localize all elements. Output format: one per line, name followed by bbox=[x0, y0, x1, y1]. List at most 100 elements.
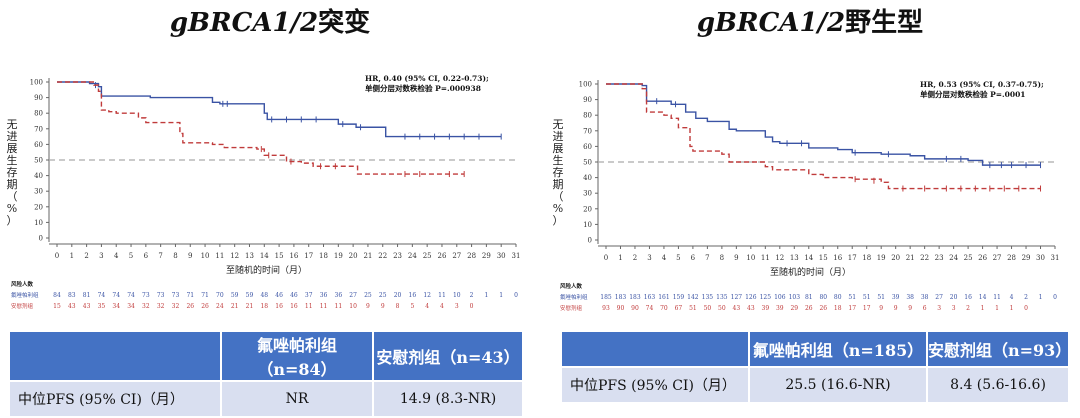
x-tick-label: 1 bbox=[70, 252, 74, 260]
risk-count: 51 bbox=[877, 294, 885, 301]
risk-count: 70 bbox=[660, 305, 668, 312]
risk-count: 32 bbox=[172, 303, 180, 310]
x-tick-label: 31 bbox=[512, 252, 521, 260]
x-tick-label: 27 bbox=[993, 254, 1002, 262]
panel-gbrca-mutant: gBRCA1/2突变 0 10 20 30 40 50 60 70 80 90 100 0 1 2 3 4 5 6… bbox=[0, 0, 540, 418]
risk-count: 26 bbox=[805, 305, 813, 312]
risk-count: 37 bbox=[305, 292, 313, 299]
risk-count: 11 bbox=[993, 294, 1001, 301]
pfs-placebo-value: 8.4 (5.6-16.6) bbox=[926, 366, 1070, 404]
y-tick-label: 70 bbox=[34, 125, 43, 133]
y-axis-label-char: ） bbox=[7, 214, 18, 227]
x-tick-label: 13 bbox=[245, 252, 254, 260]
x-tick-label: 25 bbox=[964, 254, 973, 262]
risk-count: 17 bbox=[863, 305, 871, 312]
y-tick-label: 10 bbox=[583, 221, 592, 229]
risk-count: 106 bbox=[774, 294, 786, 301]
y-tick-label: 100 bbox=[579, 81, 592, 89]
y-axis-label-char: 无 bbox=[553, 118, 564, 131]
x-tick-label: 26 bbox=[978, 254, 987, 262]
x-tick-label: 16 bbox=[833, 254, 842, 262]
x-tick-label: 19 bbox=[334, 252, 343, 260]
y-axis-label-char: 展 bbox=[7, 142, 18, 155]
risk-count: 27 bbox=[935, 294, 943, 301]
km-curve-placebo bbox=[606, 83, 1041, 190]
risk-count: 11 bbox=[320, 303, 328, 310]
risk-row-label: 氟唑帕利组 bbox=[560, 293, 588, 301]
risk-count: 21 bbox=[246, 303, 254, 310]
risk-count: 16 bbox=[964, 294, 972, 301]
risk-count: 38 bbox=[921, 294, 929, 301]
panel-gbrca-wildtype: gBRCA1/2野生型 0 10 20 30 40 50 60 70 80 90 100 0 1 2 3 4 5… bbox=[540, 0, 1080, 406]
x-tick-label: 17 bbox=[848, 254, 857, 262]
pfs-table: 氟唑帕利组（n=185） 安慰剂组（n=93） 中位PFS (95% CI)（月… bbox=[560, 330, 1071, 404]
y-tick-label: 0 bbox=[588, 237, 592, 245]
x-tick-label: 28 bbox=[1007, 254, 1016, 262]
x-tick-label: 8 bbox=[173, 252, 177, 260]
x-tick-label: 6 bbox=[691, 254, 696, 262]
y-axis-label-char: ） bbox=[553, 214, 564, 227]
y-axis-label-char: % bbox=[7, 202, 17, 215]
risk-count: 1 bbox=[1039, 294, 1043, 301]
risk-count: 9 bbox=[366, 303, 370, 310]
y-axis-label: 无进展生存期（%） bbox=[553, 118, 564, 227]
x-tick-label: 26 bbox=[438, 252, 447, 260]
risk-count: 2 bbox=[966, 305, 970, 312]
risk-count: 12 bbox=[423, 292, 431, 299]
y-axis-label-char: 生 bbox=[553, 153, 564, 167]
x-tick-label: 5 bbox=[676, 254, 680, 262]
x-tick-label: 23 bbox=[393, 252, 402, 260]
risk-count: 0 bbox=[1024, 305, 1028, 312]
y-tick-label: 40 bbox=[34, 172, 43, 180]
y-tick-label: 90 bbox=[583, 96, 592, 104]
x-tick-label: 11 bbox=[761, 254, 770, 262]
risk-count: 1 bbox=[995, 305, 999, 312]
x-tick-label: 30 bbox=[1036, 254, 1045, 262]
y-tick-label: 0 bbox=[39, 235, 43, 243]
risk-count: 18 bbox=[260, 303, 268, 310]
risk-count: 0 bbox=[470, 303, 474, 310]
x-tick-label: 21 bbox=[906, 254, 915, 262]
x-tick-label: 7 bbox=[158, 252, 162, 260]
x-tick-label: 31 bbox=[1051, 254, 1060, 262]
y-axis-label-char: 展 bbox=[553, 142, 564, 155]
pfs-header-drug: 氟唑帕利组（n=84） bbox=[220, 330, 374, 382]
pfs-table-header: 氟唑帕利组（n=84） 安慰剂组（n=43） bbox=[8, 330, 524, 382]
x-tick-label: 24 bbox=[408, 252, 417, 260]
risk-count: 74 bbox=[646, 305, 654, 312]
risk-count: 46 bbox=[275, 292, 283, 299]
x-tick-label: 28 bbox=[467, 252, 476, 260]
risk-count: 10 bbox=[453, 292, 461, 299]
risk-count: 71 bbox=[201, 292, 209, 299]
y-axis-label-char: （ bbox=[553, 190, 564, 203]
x-tick-label: 30 bbox=[497, 252, 506, 260]
risk-count: 1 bbox=[484, 292, 488, 299]
risk-count: 17 bbox=[848, 305, 856, 312]
risk-count: 1 bbox=[981, 305, 985, 312]
pfs-row-label: 中位PFS (95% CI)（月） bbox=[560, 366, 750, 404]
risk-count: 90 bbox=[631, 305, 639, 312]
risk-table-title: 风险人数 bbox=[11, 280, 34, 288]
x-tick-label: 22 bbox=[920, 254, 929, 262]
title-gene: gBRCA1/2 bbox=[696, 8, 846, 38]
risk-count: 20 bbox=[394, 292, 402, 299]
x-tick-label: 24 bbox=[949, 254, 958, 262]
pfs-header-blank bbox=[560, 330, 750, 368]
x-tick-label: 29 bbox=[482, 252, 491, 260]
risk-count: 161 bbox=[658, 294, 669, 301]
p-value-annotation: 单侧分层对数秩检验 P=.000938 bbox=[365, 83, 481, 93]
x-tick-label: 20 bbox=[891, 254, 900, 262]
pfs-row-label: 中位PFS (95% CI)（月） bbox=[8, 380, 222, 418]
risk-count: 135 bbox=[702, 294, 714, 301]
risk-count: 43 bbox=[747, 305, 755, 312]
km-curve-drug bbox=[57, 81, 502, 138]
x-tick-label: 15 bbox=[275, 252, 284, 260]
pfs-header-placebo: 安慰剂组（n=93） bbox=[926, 330, 1071, 368]
y-axis-label-char: 期 bbox=[553, 178, 564, 191]
risk-count: 16 bbox=[409, 292, 417, 299]
risk-count: 38 bbox=[906, 294, 914, 301]
risk-count: 32 bbox=[157, 303, 165, 310]
pfs-table-row: 中位PFS (95% CI)（月） NR 14.9 (8.3-NR) bbox=[8, 380, 524, 418]
risk-count: 3 bbox=[952, 305, 956, 312]
